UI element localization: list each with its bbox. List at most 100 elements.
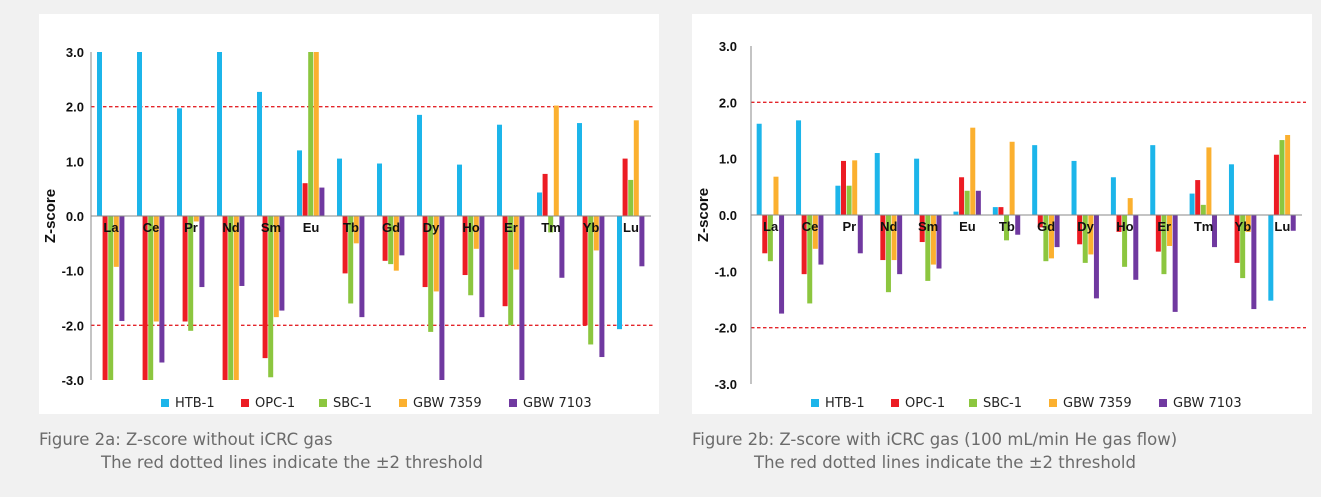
- bar: [897, 215, 903, 275]
- category-label: Sm: [918, 219, 938, 234]
- category-label: Ho: [1116, 219, 1133, 234]
- bar: [1127, 198, 1133, 215]
- bar: [970, 127, 976, 215]
- bar: [1088, 215, 1094, 255]
- bar: [537, 192, 542, 216]
- category-label: Tb: [999, 219, 1015, 234]
- y-tick-label: -1.0: [62, 264, 84, 279]
- legend-swatch: [1159, 399, 1167, 407]
- caption-b-line1: Figure 2b: Z-score with iCRC gas (100 mL…: [692, 430, 1178, 449]
- bar: [953, 211, 959, 215]
- bar: [1032, 145, 1038, 215]
- bar: [812, 215, 818, 249]
- bar: [1048, 215, 1054, 259]
- legend-label: GBW 7359: [1063, 396, 1132, 411]
- bar: [1172, 215, 1178, 312]
- bar: [857, 215, 863, 254]
- bar: [801, 215, 807, 275]
- bar: [177, 108, 182, 216]
- category-label: Tm: [1194, 219, 1214, 234]
- legend-label: SBC-1: [983, 396, 1022, 411]
- bar: [975, 190, 981, 215]
- bar: [1279, 140, 1285, 215]
- bar: [497, 124, 502, 216]
- legend-label: OPC-1: [905, 396, 945, 411]
- bar: [840, 160, 846, 215]
- legend-swatch: [509, 399, 517, 407]
- bar: [262, 216, 268, 359]
- bar: [1251, 215, 1257, 310]
- category-label: Pr: [843, 219, 857, 234]
- bar: [577, 123, 582, 216]
- bar: [182, 216, 188, 322]
- category-label: Tb: [343, 220, 359, 235]
- bar: [1212, 215, 1218, 248]
- category-label: Dy: [423, 220, 440, 235]
- bar: [885, 215, 891, 293]
- caption-b-line2: The red dotted lines indicate the ±2 thr…: [754, 453, 1136, 472]
- bar: [479, 216, 485, 318]
- y-tick-label: -3.0: [715, 377, 737, 392]
- bar: [796, 120, 802, 215]
- bar: [508, 216, 514, 326]
- bar: [1245, 215, 1251, 232]
- bar: [1161, 215, 1167, 275]
- legend-label: SBC-1: [333, 396, 372, 411]
- bar: [268, 216, 274, 378]
- bar: [582, 216, 588, 326]
- bar: [422, 216, 428, 288]
- bar: [1093, 215, 1099, 299]
- bar: [818, 215, 824, 265]
- category-label: La: [103, 220, 119, 235]
- bar: [542, 173, 548, 216]
- bar: [148, 216, 154, 380]
- legend-label: GBW 7359: [413, 396, 482, 411]
- bar: [1071, 160, 1077, 215]
- category-label: Nd: [222, 220, 239, 235]
- bar: [1043, 215, 1049, 262]
- bar: [153, 216, 159, 322]
- bar: [1234, 215, 1240, 263]
- caption-a-line1: Figure 2a: Z-score without iCRC gas: [39, 430, 333, 449]
- y-axis-title: Z-score: [42, 189, 59, 243]
- bar: [519, 216, 525, 380]
- bar: [1240, 215, 1246, 279]
- bar: [1290, 215, 1296, 231]
- bar: [159, 216, 165, 363]
- bar: [193, 216, 199, 222]
- y-axis-title: Z-score: [695, 188, 712, 242]
- bar: [1200, 204, 1206, 215]
- bar: [97, 52, 102, 216]
- bar: [998, 207, 1004, 215]
- bar: [473, 216, 479, 249]
- bar: [588, 216, 594, 345]
- bar: [914, 158, 920, 215]
- bar: [846, 185, 852, 215]
- y-tick-label: -3.0: [62, 373, 84, 388]
- bar: [553, 105, 559, 216]
- bar: [348, 216, 354, 304]
- caption-b: Figure 2b: Z-score with iCRC gas (100 mL…: [692, 428, 1177, 474]
- caption-a: Figure 2a: Z-score without iCRC gas The …: [39, 428, 483, 474]
- bar: [233, 216, 239, 380]
- bar: [548, 216, 554, 233]
- bar: [439, 216, 445, 380]
- bar: [217, 52, 222, 216]
- bar: [468, 216, 474, 296]
- bar: [137, 52, 142, 216]
- bar: [393, 216, 399, 271]
- bar: [108, 216, 114, 380]
- bar: [959, 177, 965, 215]
- category-label: Sm: [261, 220, 281, 235]
- bar: [302, 183, 308, 216]
- legend-label: HTB-1: [825, 396, 865, 411]
- chart-b-svg: 3.0 2.0 1.0 0.0 -1.0 -2.0 -3.0 Z-score La Ce Pr Nd S…: [695, 39, 1306, 411]
- legend-swatch: [319, 399, 327, 407]
- bar: [308, 52, 314, 216]
- bar: [930, 215, 936, 265]
- legend-swatch: [399, 399, 407, 407]
- category-label: Ce: [802, 219, 819, 234]
- bar: [1004, 215, 1010, 241]
- bar: [1116, 215, 1122, 232]
- category-label: Eu: [959, 219, 976, 234]
